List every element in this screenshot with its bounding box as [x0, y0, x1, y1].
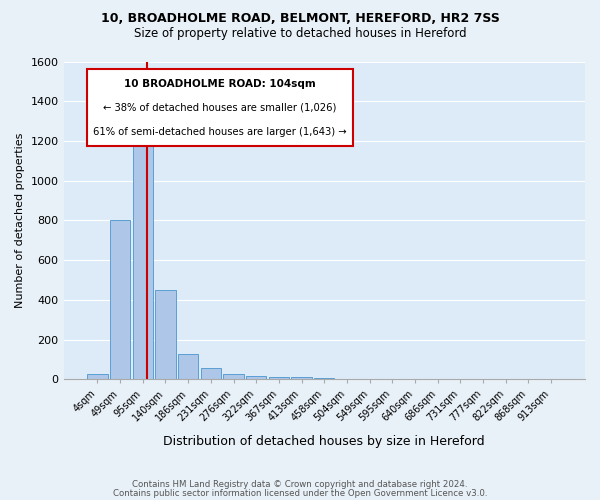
Bar	[292, 378, 312, 380]
Bar	[110, 220, 130, 380]
Text: Size of property relative to detached houses in Hereford: Size of property relative to detached ho…	[134, 28, 466, 40]
Bar	[314, 378, 334, 380]
Bar	[133, 135, 153, 380]
Text: Contains HM Land Registry data © Crown copyright and database right 2024.: Contains HM Land Registry data © Crown c…	[132, 480, 468, 489]
Bar	[200, 368, 221, 380]
Bar	[269, 378, 289, 380]
Bar	[155, 290, 176, 380]
Text: Contains public sector information licensed under the Open Government Licence v3: Contains public sector information licen…	[113, 488, 487, 498]
Y-axis label: Number of detached properties: Number of detached properties	[15, 132, 25, 308]
Text: ← 38% of detached houses are smaller (1,026): ← 38% of detached houses are smaller (1,…	[103, 103, 337, 113]
Bar	[223, 374, 244, 380]
FancyBboxPatch shape	[87, 70, 353, 146]
Bar	[87, 374, 107, 380]
Text: 10, BROADHOLME ROAD, BELMONT, HEREFORD, HR2 7SS: 10, BROADHOLME ROAD, BELMONT, HEREFORD, …	[101, 12, 499, 26]
X-axis label: Distribution of detached houses by size in Hereford: Distribution of detached houses by size …	[163, 434, 485, 448]
Text: 10 BROADHOLME ROAD: 104sqm: 10 BROADHOLME ROAD: 104sqm	[124, 79, 316, 89]
Text: 61% of semi-detached houses are larger (1,643) →: 61% of semi-detached houses are larger (…	[93, 126, 347, 136]
Bar	[178, 354, 199, 380]
Bar	[246, 376, 266, 380]
